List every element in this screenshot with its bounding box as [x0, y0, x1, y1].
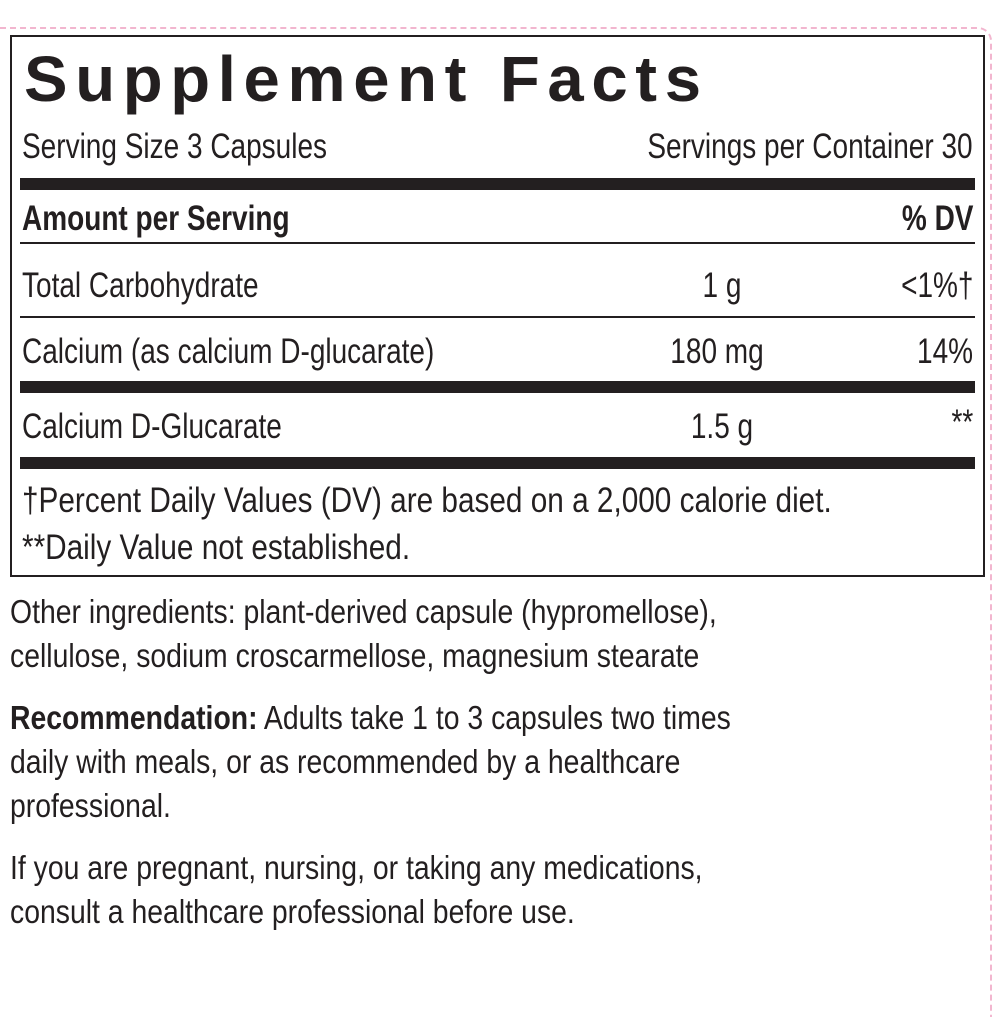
recommendation-label: Recommendation:	[10, 699, 258, 736]
recommendation-text: Adults take 1 to 3 capsules two times	[257, 699, 731, 736]
warning: If you are pregnant, nursing, or taking …	[10, 846, 703, 934]
servings-per-container: Servings per Container 30	[647, 127, 973, 166]
nutrient-amount: 1 g	[702, 266, 742, 305]
divider-thick	[20, 381, 975, 393]
amount-per-serving-header: Amount per Serving	[22, 199, 290, 238]
divider-thin	[20, 316, 975, 318]
warning-line: If you are pregnant, nursing, or taking …	[10, 849, 703, 886]
recommendation-text: professional.	[10, 787, 171, 824]
recommendation: Recommendation: Adults take 1 to 3 capsu…	[10, 696, 731, 828]
nutrient-dv: **	[951, 403, 973, 442]
divider-thin	[20, 242, 975, 244]
supplement-facts-panel: Supplement Facts Serving Size 3 Capsules…	[10, 35, 985, 577]
other-ingredients-line: Other ingredients: plant-derived capsule…	[10, 593, 717, 630]
nutrient-name: Total Carbohydrate	[22, 266, 259, 305]
dieline-border	[0, 27, 992, 1017]
footnote-dv: †Percent Daily Values (DV) are based on …	[22, 481, 832, 520]
divider-thick	[20, 178, 975, 190]
dv-header: % DV	[901, 199, 973, 238]
nutrient-dv: 14%	[916, 332, 973, 371]
footnote-not-established: **Daily Value not established.	[22, 528, 411, 567]
nutrient-name: Calcium D-Glucarate	[22, 407, 282, 446]
other-ingredients-line: cellulose, sodium croscarmellose, magnes…	[10, 637, 700, 674]
other-ingredients: Other ingredients: plant-derived capsule…	[10, 590, 717, 678]
nutrient-dv: <1%†	[900, 266, 973, 305]
panel-title: Supplement Facts	[24, 43, 709, 115]
nutrient-amount: 1.5 g	[690, 407, 754, 446]
serving-size: Serving Size 3 Capsules	[22, 127, 328, 166]
warning-line: consult a healthcare professional before…	[10, 893, 575, 930]
nutrient-name: Calcium (as calcium D-glucarate)	[22, 332, 435, 371]
nutrient-amount: 180 mg	[670, 332, 764, 371]
recommendation-text: daily with meals, or as recommended by a…	[10, 743, 681, 780]
divider-thick	[20, 457, 975, 469]
